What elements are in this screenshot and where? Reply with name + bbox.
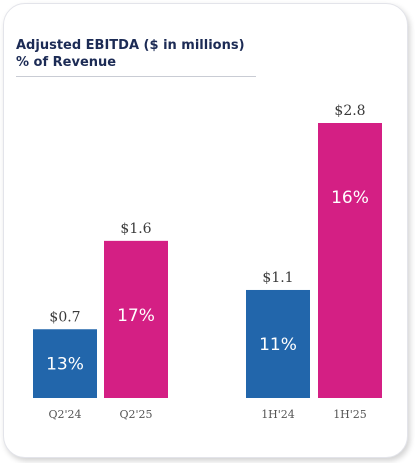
- percent-label-1h-25: 16%: [331, 188, 369, 208]
- value-label-1h-25: $2.8: [334, 103, 365, 119]
- category-label-q2-24: Q2'24: [48, 408, 81, 421]
- value-label-q2-24: $0.7: [49, 309, 80, 325]
- bar-1h-25: [318, 123, 382, 398]
- category-label-q2-25: Q2'25: [119, 408, 152, 421]
- percent-label-1h-24: 11%: [259, 335, 297, 355]
- bar-1h-24: [246, 289, 310, 398]
- chart-title: Adjusted EBITDA ($ in millions): [16, 38, 245, 53]
- title-divider: [16, 76, 256, 77]
- chart-subtitle: % of Revenue: [16, 55, 117, 70]
- percent-label-q2-24: 13%: [46, 355, 84, 375]
- bar-q2-25: [104, 240, 168, 398]
- category-label-1h-25: 1H'25: [333, 408, 367, 421]
- percent-label-q2-25: 17%: [117, 306, 155, 326]
- bar-q2-24: [33, 329, 97, 398]
- category-label-1h-24: 1H'24: [261, 408, 295, 421]
- value-label-q2-25: $1.6: [120, 221, 151, 237]
- value-label-1h-24: $1.1: [262, 270, 293, 286]
